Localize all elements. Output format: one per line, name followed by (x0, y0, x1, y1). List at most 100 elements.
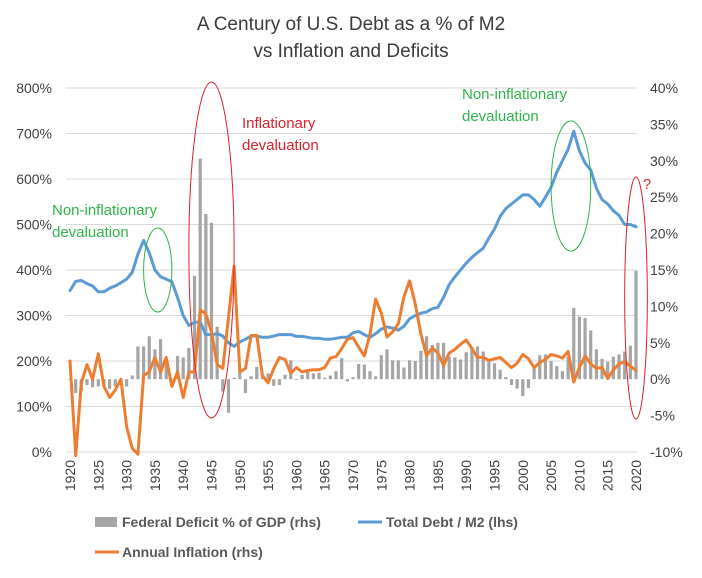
deficit-bar (249, 376, 253, 380)
x-tick-label: 1985 (430, 460, 446, 491)
deficit-bar (317, 372, 321, 380)
x-tick-label: 1925 (90, 460, 106, 491)
deficit-bar (475, 346, 480, 380)
x-tick-label: 2010 (571, 460, 587, 491)
left-axis: 0% 100% 200% 300% 400% 500% 600% 700% 800% (16, 80, 52, 460)
deficit-bar (175, 355, 180, 380)
deficit-bar (538, 355, 542, 380)
right-tick-label: -10% (650, 444, 683, 460)
right-tick-label: -5% (650, 408, 675, 424)
deficit-bar (187, 347, 191, 380)
annotation-ellipse (143, 227, 173, 313)
x-tick-label: 2005 (543, 460, 559, 491)
deficit-bar (379, 355, 383, 380)
right-tick-label: 20% (650, 226, 678, 242)
deficit-bar (85, 379, 89, 386)
left-tick-label: 600% (16, 171, 52, 187)
annotation-ellipse (550, 120, 592, 252)
deficit-bar (221, 379, 225, 392)
x-axis: 1920 1925 1930 1935 1940 1945 1950 1955 1960 1965… (62, 460, 644, 491)
deficit-bar (226, 379, 231, 413)
deficit-bar (470, 347, 474, 380)
x-tick-label: 2015 (600, 460, 616, 491)
annotation-label: devaluation (242, 137, 319, 154)
annotation-label: devaluation (462, 108, 539, 125)
right-tick-label: 0% (650, 371, 670, 387)
deficit-bar (487, 358, 491, 380)
deficit-bar (260, 377, 265, 380)
left-tick-label: 200% (16, 353, 52, 369)
deficit-bar (368, 371, 372, 380)
annotation-label: Non-inflationary (462, 86, 568, 103)
deficit-bar (628, 345, 632, 380)
deficit-bar (464, 352, 468, 380)
deficit-bar (441, 342, 446, 380)
x-tick-label: 1995 (487, 460, 503, 491)
annotation-label: devaluation (52, 224, 129, 241)
annotation-label: Non-inflationary (52, 202, 158, 219)
deficit-bar (294, 379, 298, 380)
left-tick-label: 800% (16, 80, 52, 96)
deficit-bar (300, 374, 304, 380)
x-tick-label: 1980 (402, 460, 418, 491)
deficit-bar (130, 375, 134, 380)
deficit-bar (555, 366, 559, 380)
deficit-bar (357, 363, 361, 380)
right-tick-label: 10% (650, 298, 678, 314)
legend-label-inflation: Annual Inflation (rhs) (122, 544, 263, 560)
right-axis: -10% -5% 0% 5% 10% 15% 20% 25% 30% 35% 40% (650, 80, 683, 460)
deficit-bar (430, 344, 434, 380)
deficit-bar (572, 307, 576, 380)
deficit-bar (215, 326, 219, 380)
chart-title-line-2: vs Inflation and Deficits (253, 41, 448, 62)
annotation-label: ? (643, 176, 651, 193)
deficit-bar (243, 379, 248, 394)
deficit-bar (277, 379, 282, 386)
deficit-bar (306, 369, 310, 380)
deficit-bar (362, 364, 366, 380)
right-tick-label: 30% (650, 153, 678, 169)
deficit-bar (606, 361, 610, 380)
annotation-label: Inflationary (242, 115, 316, 132)
deficit-bars (68, 158, 638, 413)
deficit-bar (91, 379, 95, 388)
debt-m2-line (68, 129, 638, 348)
x-tick-label: 1990 (458, 460, 474, 491)
deficit-bar (385, 349, 389, 380)
deficit-bar (136, 346, 140, 380)
deficit-bar (594, 349, 598, 380)
x-tick-label: 1920 (62, 460, 78, 491)
deficit-bar (272, 379, 276, 386)
deficit-bar (577, 316, 581, 380)
x-tick-label: 1970 (345, 460, 361, 491)
x-tick-label: 1945 (204, 460, 220, 491)
x-tick-label: 1950 (232, 460, 248, 491)
deficit-bar (108, 379, 112, 389)
deficit-bar (498, 369, 502, 380)
deficit-bar (549, 361, 553, 380)
deficit-bar (374, 376, 378, 380)
deficit-bar (515, 379, 519, 389)
deficit-bar (583, 318, 587, 380)
series-lines (68, 129, 638, 458)
gridlines (66, 87, 637, 453)
deficit-bar (158, 339, 163, 380)
deficit-bar (436, 342, 440, 380)
x-tick-label: 1935 (147, 460, 163, 491)
deficit-bar (532, 368, 536, 380)
deficit-bar (447, 356, 451, 380)
annotations: Non-inflationary devaluation Inflationary d… (52, 81, 651, 420)
x-tick-label: 1965 (317, 460, 333, 491)
deficit-bar (125, 379, 129, 387)
deficit-bar (623, 351, 627, 380)
left-tick-label: 0% (32, 444, 52, 460)
deficit-bar (204, 213, 208, 380)
deficit-bar (634, 270, 638, 380)
x-tick-label: 1975 (373, 460, 389, 491)
deficit-bar (566, 356, 570, 380)
left-tick-label: 500% (16, 217, 52, 233)
deficit-bar (391, 360, 395, 380)
right-tick-label: 40% (650, 80, 678, 96)
deficit-bar (311, 373, 315, 380)
